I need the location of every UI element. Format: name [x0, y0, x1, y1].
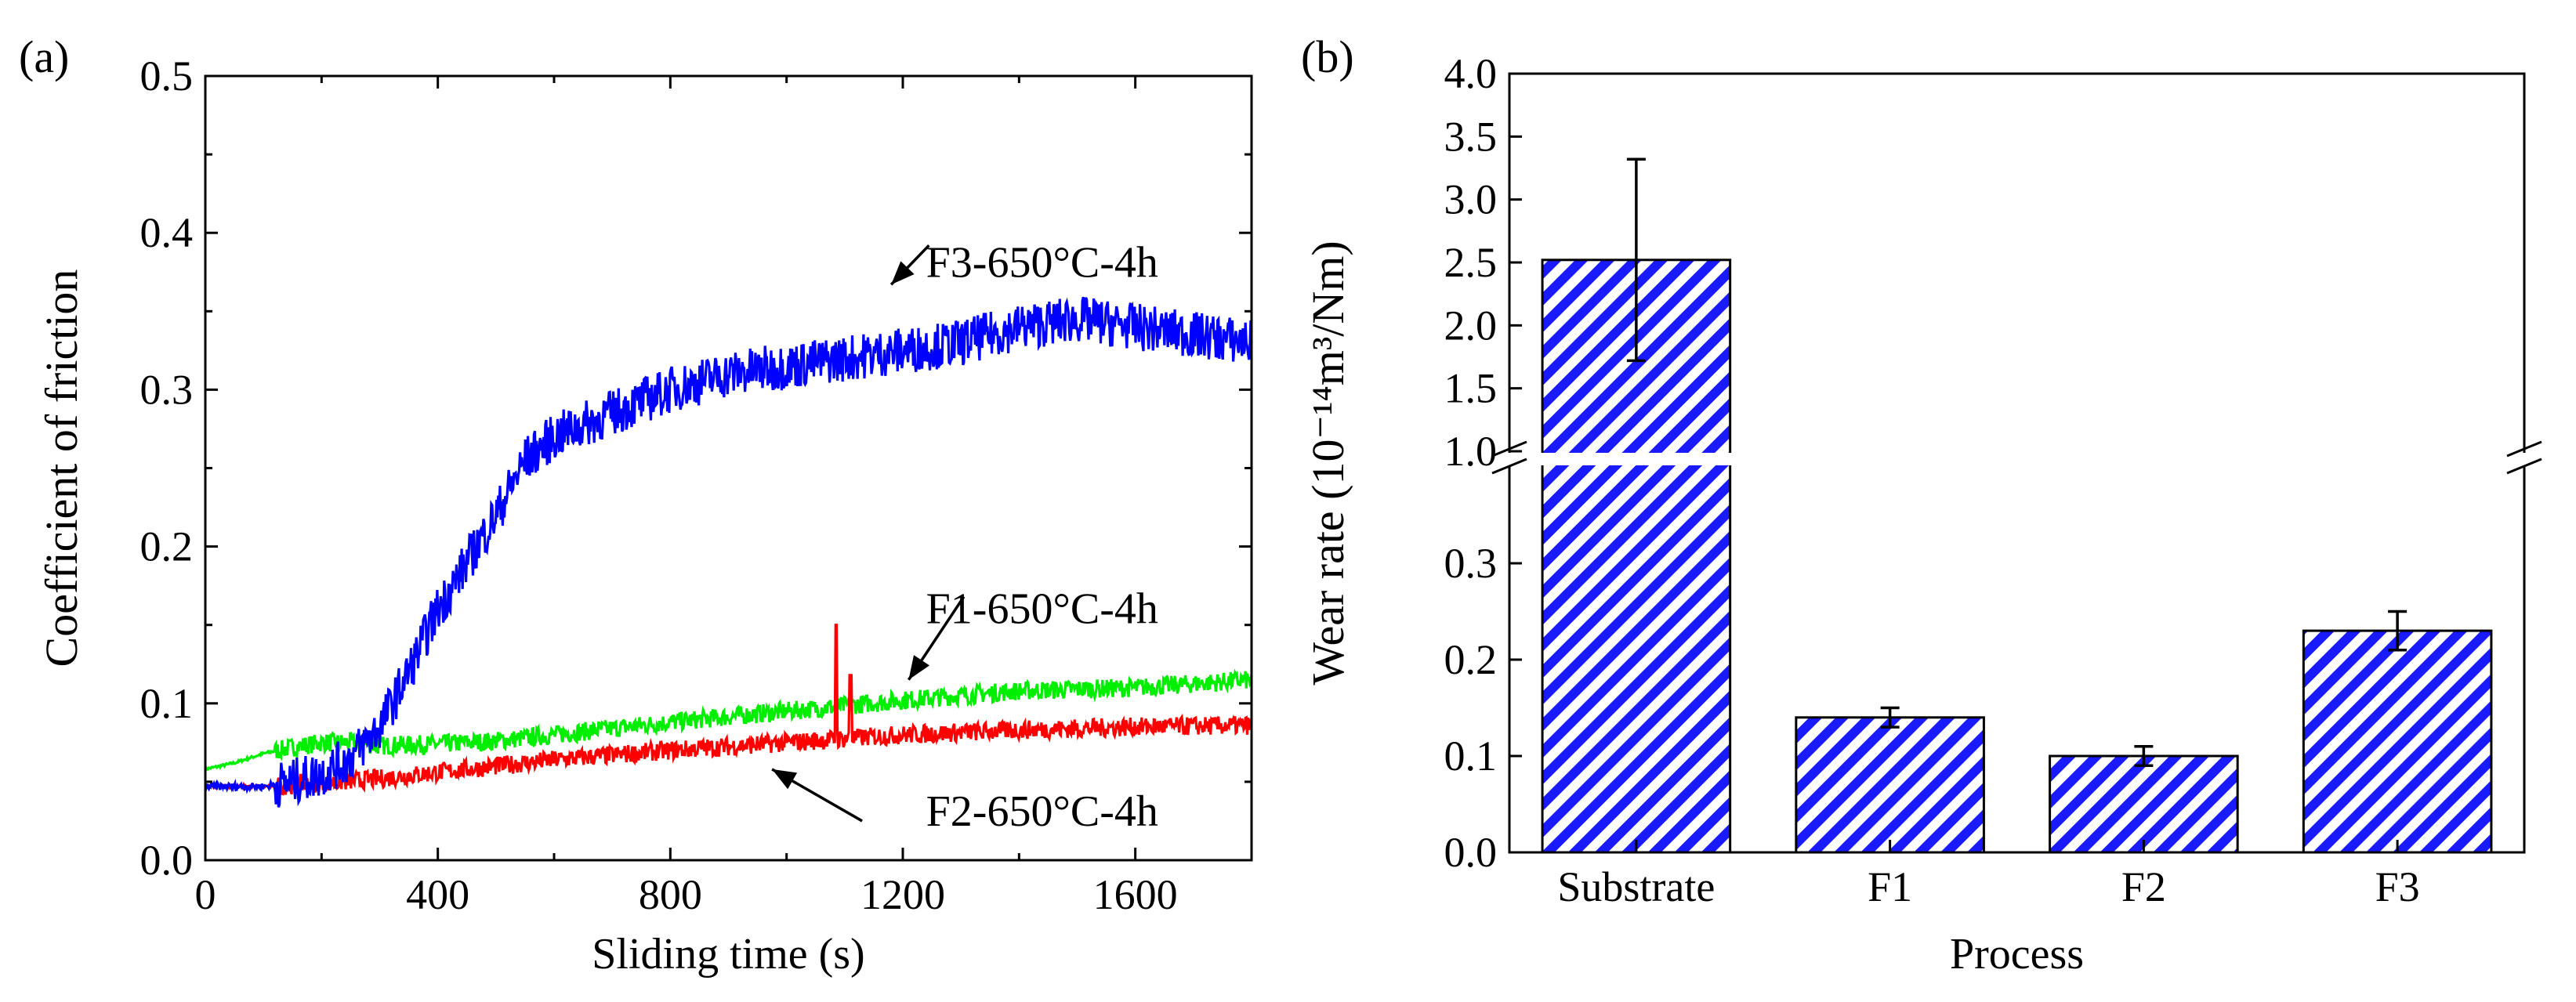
y-tick-label: 0.2 [140, 523, 194, 570]
panel-label: (a) [19, 31, 69, 82]
axis-break-mark [1491, 440, 1527, 458]
axis-break-gap [1506, 453, 1513, 465]
x-axis-label: Sliding time (s) [592, 930, 864, 978]
x-tick-label: 1600 [1093, 871, 1178, 918]
y-tick-label: 0.4 [140, 209, 194, 256]
x-tick-label: F1 [1868, 863, 1912, 910]
bar [2302, 629, 2493, 854]
axis-break-mark [2506, 440, 2542, 458]
x-tick-label: 800 [639, 871, 702, 918]
x-tick-label: 400 [406, 871, 469, 918]
y-tick-label: 0.3 [140, 366, 194, 413]
bar [1795, 716, 1985, 854]
y-axis-label: Coefficient of friction [36, 269, 87, 667]
series-line [205, 624, 1252, 797]
series-group [205, 296, 1252, 808]
x-tick-label: F3 [2375, 863, 2420, 910]
series-annotation: F2-650°C-4h [926, 787, 1158, 836]
y-tick-label: 1.0 [1444, 428, 1498, 475]
axis-break-mark [2506, 458, 2542, 475]
y-tick-label: 4.0 [1444, 50, 1498, 97]
arrow-head [908, 655, 930, 680]
y-tick-label: 2.5 [1444, 239, 1498, 286]
axis-break-gap [1507, 453, 2527, 465]
y-tick-label: 0.5 [140, 52, 194, 99]
panel-b: (b) Substrate F1 F2 F3 0.0 0.1 0.2 0.3 1.0 1.5 2.0 2… [1301, 31, 2542, 978]
bar [2049, 754, 2239, 854]
x-tick-label: Substrate [1557, 863, 1715, 910]
y-tick-label: 2.0 [1444, 302, 1498, 349]
y-tick-label: 0.0 [140, 837, 194, 884]
series-line [205, 296, 1252, 808]
arrow-head [891, 261, 915, 285]
x-axis-label: Process [1950, 930, 2084, 978]
y-tick-label: 0.1 [140, 680, 194, 727]
panel-a: (a) 0 400 800 1200 1600 0.0 0.1 0.2 0.3 0.4 0.5 Slid… [19, 31, 1253, 978]
series-annotation: F3-650°C-4h [926, 238, 1158, 287]
x-tick-label: 0 [195, 871, 216, 918]
y-tick-label: 0.0 [1444, 829, 1498, 876]
axis-break-mark [1491, 458, 1527, 475]
y-tick-label: 1.5 [1444, 365, 1498, 412]
y-tick-label: 0.3 [1444, 540, 1498, 587]
y-tick-label: 3.0 [1444, 176, 1498, 223]
y-tick-label: 3.5 [1444, 113, 1498, 160]
y-axis-label: Wear rate (10⁻¹⁴m³/Nm) [1302, 241, 1353, 685]
series-annotation: F1-650°C-4h [926, 585, 1158, 634]
axis-break-gap [2521, 453, 2527, 465]
arrow-head [772, 769, 798, 790]
panel-label: (b) [1301, 31, 1354, 82]
x-tick-label: F2 [2121, 863, 2166, 910]
y-tick-label: 0.2 [1444, 636, 1498, 683]
x-tick-label: 1200 [860, 871, 945, 918]
y-tick-label: 0.1 [1444, 733, 1498, 780]
